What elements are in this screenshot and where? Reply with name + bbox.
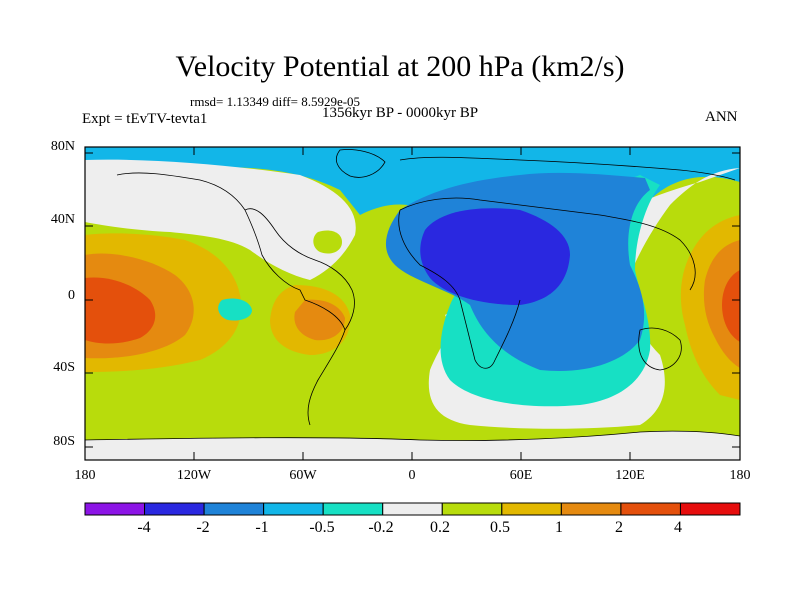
colorbar-label: 1: [555, 519, 563, 536]
colorbar-label: 0.5: [490, 519, 510, 536]
lon-label-120w: 120W: [176, 468, 212, 483]
map-title: Velocity Potential at 200 hPa (km2/s): [175, 50, 625, 83]
coastline-greenland: [336, 149, 386, 178]
coastline-americas-east: [244, 208, 355, 331]
contour-region-pos-strong-westpac: [722, 270, 740, 342]
colorbar-swatch: [263, 502, 324, 516]
coastline-arctic: [399, 156, 736, 181]
lon-label-0: 0: [408, 468, 416, 483]
colorbar-swatch: [203, 502, 265, 516]
colorbar-label: -2: [196, 519, 210, 536]
colorbar-swatch: [679, 502, 741, 516]
contour-region-pos-weak-small: [313, 230, 342, 254]
colorbar-label: -1: [255, 519, 269, 536]
rmsd-diff-stats: rmsd= 1.13349 diff= 8.5929e-05: [190, 94, 361, 109]
experiment-label: Expt = tEvTV-tevta1: [82, 111, 208, 127]
coastline-americas-west: [116, 172, 346, 426]
lat-label-80n: 80N: [50, 139, 75, 154]
colorbar-swatch: [84, 502, 146, 516]
colorbar-swatch: [144, 502, 205, 516]
contour-region-neg-strong: [420, 208, 570, 305]
lon-label-60w: 60W: [289, 468, 317, 483]
coastline-eurasia-south: [399, 197, 696, 291]
colorbar-swatch: [441, 502, 503, 516]
lat-label-80s: 80S: [53, 434, 75, 449]
time-period: 1356kyr BP - 0000kyr BP: [322, 105, 479, 121]
lat-label-0: 0: [68, 288, 75, 303]
lon-label-180e: 180: [729, 468, 751, 483]
coastline-africa: [398, 209, 521, 369]
colorbar-label: -4: [137, 519, 151, 536]
colorbar-label: 4: [674, 519, 682, 536]
contour-region-pos-strong-pacific: [85, 277, 156, 344]
colorbar-label: 2: [615, 519, 623, 536]
coastline-australia: [638, 327, 682, 371]
coastline-antarctica: [85, 430, 740, 441]
contour-region-pos-mid-samerica: [294, 299, 345, 341]
colorbar-label: -0.2: [368, 519, 394, 536]
colorbar-label: -0.5: [309, 519, 335, 536]
colorbar-swatch: [322, 502, 384, 516]
colorbar-swatch: [382, 502, 443, 516]
contour-region-pos-mid-westpac: [703, 240, 740, 368]
colorbar-label: 0.2: [430, 519, 450, 536]
contour-region-neutral-north: [85, 159, 356, 280]
coastlines: [85, 149, 740, 441]
season-label: ANN: [705, 109, 738, 125]
lat-label-40n: 40N: [50, 212, 75, 227]
contour-region-neg-weak-small: [218, 298, 252, 321]
lat-label-40s: 40S: [53, 360, 75, 375]
lon-label-180w: 180: [74, 468, 96, 483]
axis-ticks: [84, 147, 741, 460]
lon-label-120e: 120E: [615, 468, 645, 483]
colorbar-swatch: [560, 502, 622, 516]
colorbar: [84, 502, 741, 516]
colorbar-swatch: [501, 502, 562, 516]
contour-field: [85, 147, 740, 460]
lon-label-60e: 60E: [509, 468, 533, 483]
colorbar-swatch: [620, 502, 681, 516]
